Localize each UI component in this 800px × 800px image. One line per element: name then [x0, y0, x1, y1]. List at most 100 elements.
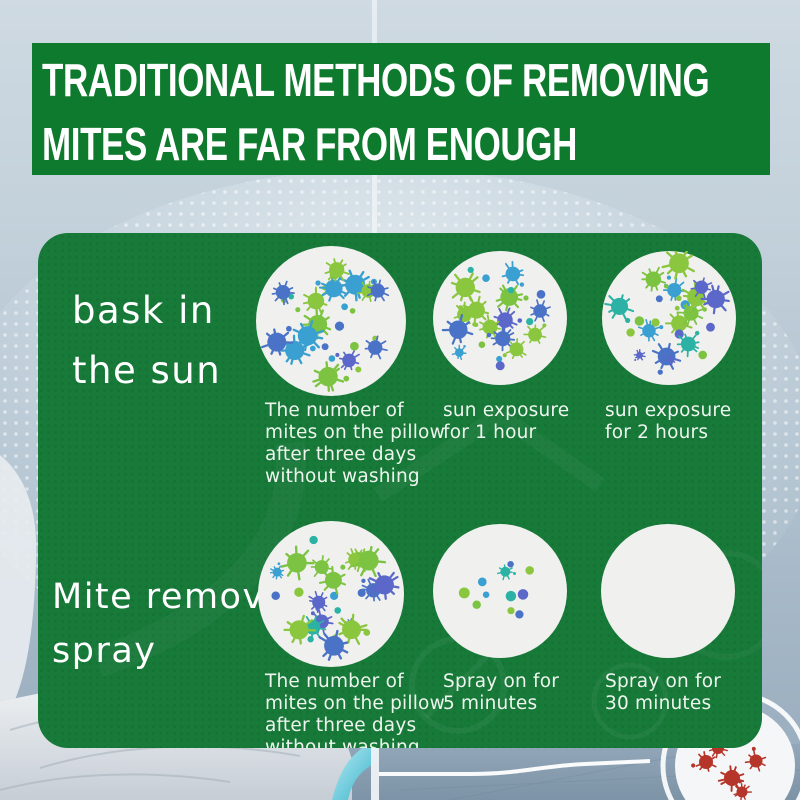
caption-line: without washing	[265, 466, 420, 487]
mite-splat	[706, 322, 715, 332]
caption-row1-col3: sun exposure for 2 hours	[605, 400, 762, 444]
caption-line: sun exposure	[605, 400, 732, 421]
mite-splat	[478, 341, 486, 349]
mite-splat	[451, 344, 467, 361]
mite-splat	[651, 342, 682, 375]
caption-row1-col2: sun exposure for 1 hour	[443, 400, 608, 444]
petri-dish-row1-col1	[256, 246, 406, 396]
mite-splat	[472, 600, 481, 609]
row-label-line: spray	[52, 631, 157, 671]
mite-splat	[536, 289, 546, 299]
mite-splat	[328, 355, 336, 362]
mite-splat	[283, 614, 317, 645]
mite-splat	[341, 303, 348, 311]
mite-splat	[482, 591, 490, 598]
mite-splat	[349, 308, 356, 314]
mite-splat	[334, 607, 342, 614]
mite-splat	[450, 272, 481, 302]
mite-splat	[368, 571, 400, 600]
caption-line: mites on the pillow	[265, 422, 445, 443]
mite-splat	[507, 560, 514, 568]
mite-splat	[655, 295, 663, 303]
mite-splat	[674, 329, 684, 339]
mite-splat	[357, 588, 366, 597]
caption-line: after three days	[265, 715, 417, 736]
row-label-line: the sun	[72, 349, 222, 392]
mite-splat	[698, 350, 708, 360]
mite-splat	[308, 590, 328, 616]
mite-splat	[302, 285, 328, 314]
mite-splat	[505, 590, 517, 602]
mite-splat	[309, 535, 318, 545]
row-label-line: bask in	[72, 289, 215, 332]
mite-splat	[651, 318, 660, 327]
caption-line: mites on the pillow	[265, 693, 445, 714]
comparison-panel: bask in the sun The number of mites on the …	[38, 233, 762, 748]
mite-splat	[502, 338, 527, 360]
petri-dish-row2-col2	[433, 524, 567, 658]
mite-splat	[312, 361, 350, 392]
mite-splat	[634, 316, 645, 326]
teal-ribbon	[332, 740, 378, 800]
mite-splat	[637, 318, 664, 342]
mite-splat	[662, 275, 688, 301]
mite-splat	[496, 355, 503, 363]
mite-splat	[517, 589, 529, 600]
petri-dish-row1-col3	[602, 251, 736, 385]
row-label-bask-in-the-sun: bask in the sun	[72, 281, 221, 401]
mite-splat	[350, 341, 359, 351]
mite-splat	[690, 277, 713, 299]
mite-splat	[482, 274, 490, 283]
mite-splat	[525, 566, 534, 575]
caption-line: 30 minutes	[605, 693, 712, 714]
mite-splat	[691, 751, 717, 772]
mite-splat	[334, 321, 345, 331]
mite-splat	[530, 299, 551, 323]
mite-splat	[526, 317, 534, 326]
cable-line	[379, 759, 651, 776]
mite-splat	[507, 286, 515, 294]
caption-line: Spray on for	[443, 671, 560, 692]
mite-splat	[364, 335, 388, 360]
mite-splat	[355, 366, 362, 373]
mite-splat	[318, 629, 349, 661]
row-label-line: Mite removal	[52, 577, 299, 617]
mite-splat	[307, 636, 314, 643]
mite-splat	[633, 348, 646, 361]
mite-splat	[295, 307, 301, 313]
mite-splat	[280, 545, 315, 581]
petri-dish-row2-col3	[601, 524, 735, 658]
mite-splat	[664, 305, 693, 337]
mite-illustration	[601, 524, 735, 658]
headline-line2: MITES ARE FAR FROM ENOUGH	[42, 118, 577, 170]
mite-splat	[271, 280, 295, 306]
mite-splat	[661, 251, 695, 280]
mite-splat	[523, 323, 547, 344]
mite-splat	[744, 746, 767, 772]
caption-line: The number of	[265, 400, 404, 421]
mite-splat	[335, 350, 360, 371]
mite-splat	[515, 610, 524, 619]
mite-splat	[294, 587, 304, 597]
caption-line: sun exposure	[443, 400, 570, 421]
mite-illustration	[261, 258, 390, 392]
mite-splat	[330, 591, 339, 600]
mite-splat	[271, 591, 280, 600]
mite-splat	[493, 307, 523, 332]
mite-splat	[366, 279, 390, 302]
mite-splat	[501, 260, 525, 287]
mite-splat	[626, 328, 635, 337]
mite-splat	[352, 545, 387, 578]
caption-row2-col2: Spray on for 5 minutes	[443, 671, 608, 715]
caption-line: for 1 hour	[443, 422, 537, 443]
mite-splat	[700, 284, 730, 315]
mite-splat	[261, 325, 294, 356]
mite-splat	[363, 629, 371, 636]
caption-row1-col1: The number of mites on the pillow after th…	[265, 400, 450, 488]
mite-splat	[677, 302, 707, 327]
petri-dish-row1-col2	[433, 251, 567, 385]
mite-splat	[666, 355, 676, 366]
mite-splat	[477, 577, 487, 587]
mite-illustration	[441, 260, 551, 371]
